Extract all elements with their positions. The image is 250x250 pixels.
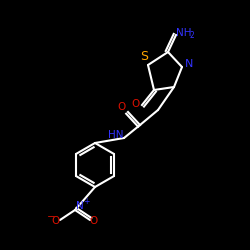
Text: O: O xyxy=(132,99,140,109)
Text: −: − xyxy=(46,212,56,222)
Text: 2: 2 xyxy=(190,32,194,40)
Text: HN: HN xyxy=(108,130,124,140)
Text: O: O xyxy=(52,216,60,226)
Text: NH: NH xyxy=(176,28,192,38)
Text: S: S xyxy=(140,50,148,64)
Text: O: O xyxy=(90,216,98,226)
Text: N: N xyxy=(185,59,193,69)
Text: +: + xyxy=(83,198,89,206)
Text: N: N xyxy=(76,201,84,211)
Text: O: O xyxy=(118,102,126,112)
